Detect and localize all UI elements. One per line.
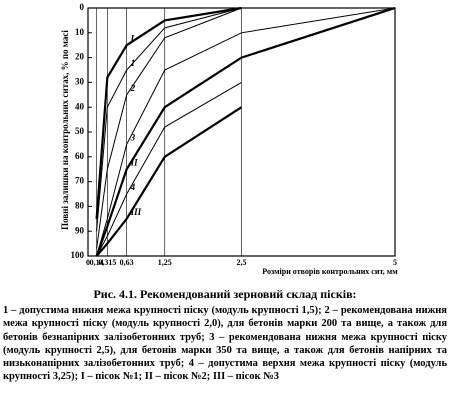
caption-text: 1 – допустима нижня межа крупності піску… xyxy=(3,305,447,383)
x-tick-label: 0,315 xyxy=(98,258,116,267)
x-tick-label: 0,14 xyxy=(90,258,104,267)
chart: Повні залишки на контрольних ситах, % по… xyxy=(60,2,398,276)
series-line xyxy=(96,81,242,257)
y-tick-label: 60 xyxy=(75,151,85,161)
series-label: III xyxy=(130,207,142,217)
y-tick-label: 30 xyxy=(75,76,85,86)
y-tick-label: 100 xyxy=(71,250,85,260)
series-line xyxy=(95,106,243,257)
series-label: 2 xyxy=(130,83,136,93)
x-tick-label: 0,63 xyxy=(120,258,134,267)
x-tick-label: 5 xyxy=(393,258,397,267)
series-line xyxy=(95,6,396,257)
caption-title: Рис. 4.1. Рекомендований зерновий склад … xyxy=(93,287,357,301)
y-tick-label: 0 xyxy=(80,2,85,12)
y-tick-label: 80 xyxy=(75,200,85,210)
y-axis-label: Повні залишки на контрольних ситах, % по… xyxy=(60,30,70,230)
series-label: II xyxy=(130,157,139,167)
y-tick-label: 20 xyxy=(75,52,85,62)
x-axis-label: Розміри отворів контрольних сит, мм xyxy=(262,267,398,276)
series-line xyxy=(96,7,242,232)
series-label: 1 xyxy=(131,58,136,68)
series-label: 3 xyxy=(130,132,136,142)
series-label: I xyxy=(130,33,135,43)
y-tick-label: 50 xyxy=(75,126,85,136)
x-tick-label: 1,25 xyxy=(158,258,172,267)
y-tick-label: 70 xyxy=(75,176,85,186)
x-tick-label: 2,5 xyxy=(237,258,247,267)
series-line xyxy=(95,6,242,219)
series-line xyxy=(96,7,242,249)
y-tick-label: 40 xyxy=(75,101,85,111)
y-tick-label: 90 xyxy=(75,225,85,235)
x-tick-label: 0 xyxy=(86,258,90,267)
series-line xyxy=(96,7,396,257)
series-label: 4 xyxy=(130,182,136,192)
y-tick-label: 10 xyxy=(75,27,85,37)
